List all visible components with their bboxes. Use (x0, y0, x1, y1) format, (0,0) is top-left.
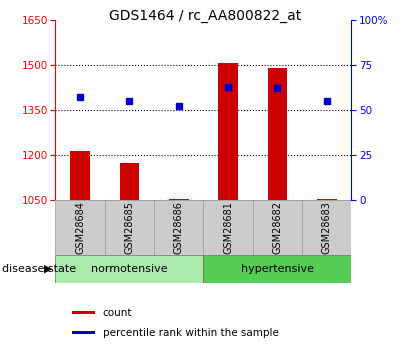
Bar (253, 200, 302, 255)
Bar (218, 63, 238, 200)
Text: GSM28686: GSM28686 (174, 201, 184, 254)
Bar (268, 68, 287, 200)
Bar (120, 162, 139, 200)
Bar (55, 200, 105, 255)
Bar (302, 200, 351, 255)
Text: GSM28683: GSM28683 (322, 201, 332, 254)
Text: percentile rank within the sample: percentile rank within the sample (103, 328, 279, 338)
Bar (72, 331, 95, 334)
Text: normotensive: normotensive (91, 264, 168, 274)
Text: GSM28685: GSM28685 (125, 201, 134, 254)
Text: count: count (103, 308, 132, 318)
Text: GSM28682: GSM28682 (272, 201, 282, 254)
Bar (72, 311, 95, 314)
Text: GDS1464 / rc_AA800822_at: GDS1464 / rc_AA800822_at (109, 9, 302, 23)
Text: ▶: ▶ (44, 264, 53, 274)
Bar (154, 200, 203, 255)
Bar (203, 255, 351, 283)
Bar (169, 199, 189, 200)
Text: disease state: disease state (2, 264, 76, 274)
Text: hypertensive: hypertensive (241, 264, 314, 274)
Bar (105, 200, 154, 255)
Text: GSM28684: GSM28684 (75, 201, 85, 254)
Text: GSM28681: GSM28681 (223, 201, 233, 254)
Bar (55, 255, 203, 283)
Bar (70, 151, 90, 200)
Bar (203, 200, 253, 255)
Bar (317, 199, 337, 200)
